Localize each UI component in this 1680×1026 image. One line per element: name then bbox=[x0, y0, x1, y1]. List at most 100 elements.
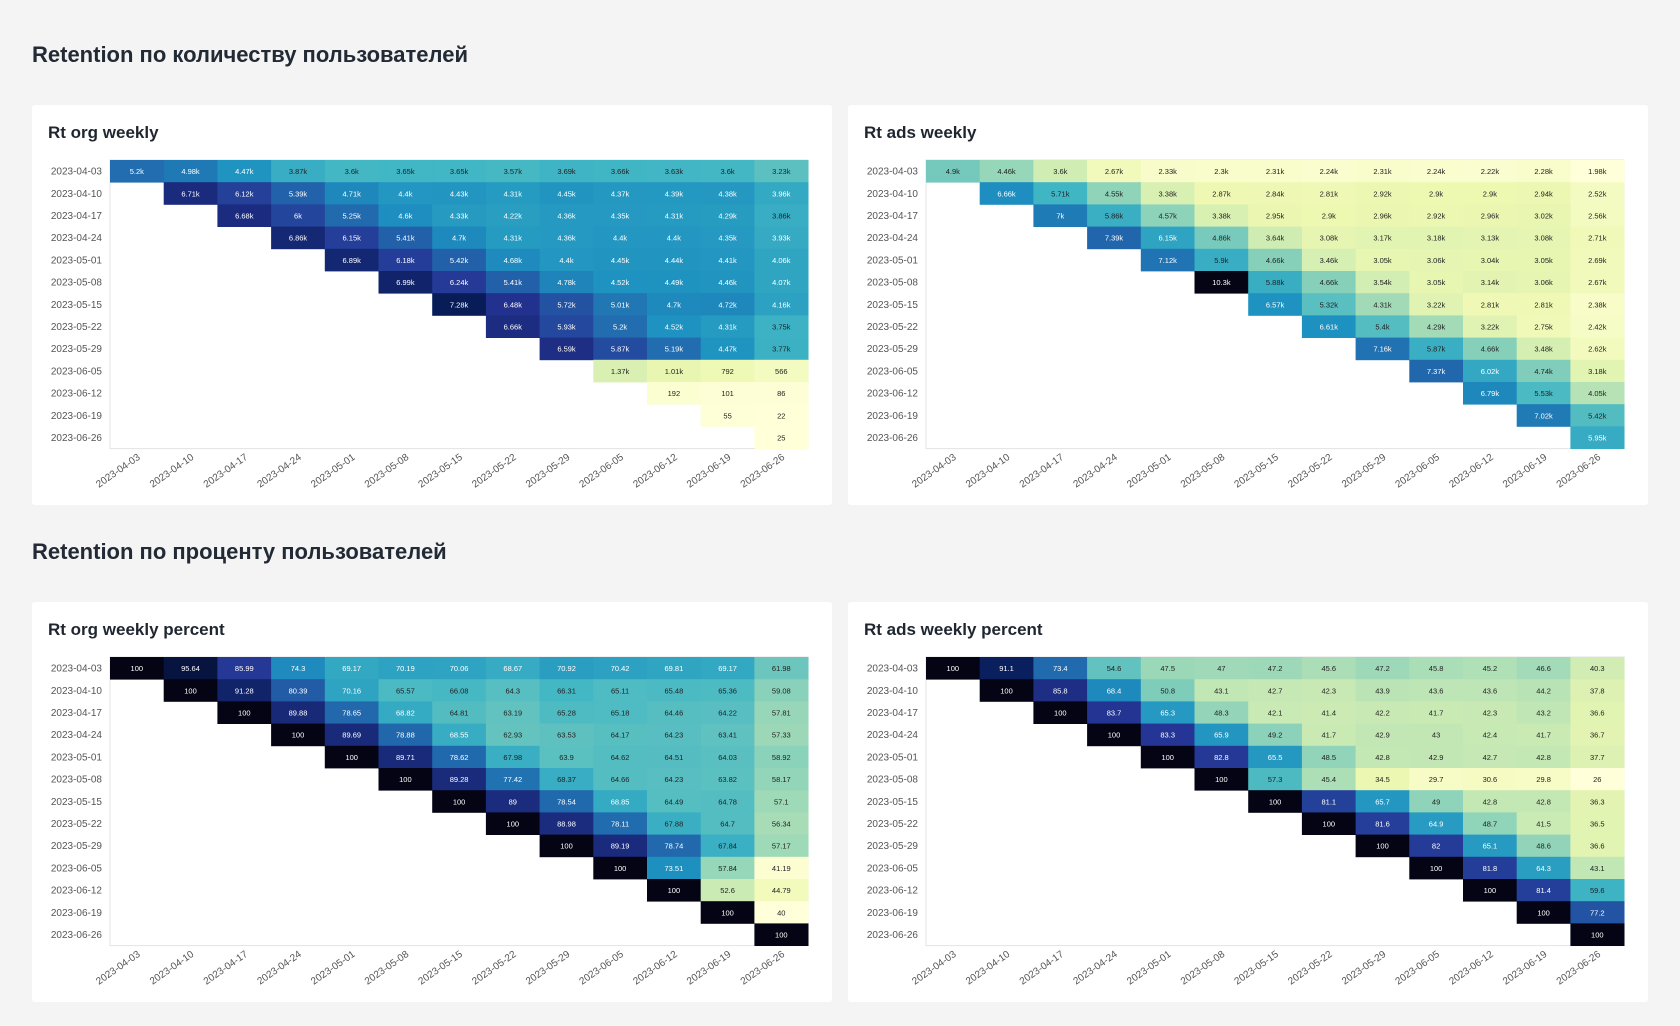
heatmap-cell[interactable] bbox=[1194, 271, 1249, 294]
heatmap-cell[interactable] bbox=[1570, 337, 1625, 361]
heatmap-cell[interactable] bbox=[593, 315, 648, 338]
heatmap-cell[interactable] bbox=[926, 160, 981, 183]
heatmap-cell[interactable] bbox=[1301, 745, 1356, 769]
heatmap-cell[interactable] bbox=[647, 204, 702, 227]
heatmap-cell[interactable] bbox=[754, 226, 809, 250]
heatmap-cell[interactable] bbox=[1516, 315, 1571, 338]
heatmap-cell[interactable] bbox=[539, 745, 594, 769]
heatmap-cell[interactable] bbox=[647, 812, 702, 835]
heatmap-cell[interactable] bbox=[1140, 679, 1195, 702]
heatmap-cell[interactable] bbox=[539, 337, 594, 361]
heatmap-cell[interactable] bbox=[432, 248, 487, 272]
heatmap-cell[interactable] bbox=[539, 293, 594, 316]
heatmap-cell[interactable] bbox=[1463, 856, 1518, 880]
heatmap-cell[interactable] bbox=[1570, 226, 1625, 250]
heatmap-cell[interactable] bbox=[539, 768, 594, 791]
heatmap-cell[interactable] bbox=[217, 182, 272, 205]
heatmap-cell[interactable] bbox=[1463, 271, 1518, 294]
heatmap-cell[interactable] bbox=[647, 745, 702, 769]
heatmap-cell[interactable] bbox=[593, 293, 648, 316]
heatmap-cell[interactable] bbox=[271, 701, 326, 724]
heatmap-cell[interactable] bbox=[1570, 834, 1625, 858]
heatmap-cell[interactable] bbox=[754, 701, 809, 724]
heatmap-cell[interactable] bbox=[432, 204, 487, 227]
heatmap-cell[interactable] bbox=[1409, 812, 1464, 835]
heatmap-org-weekly[interactable]: 5.2k 4.98k 4.47k 3.87k 3.6k 3.65k 3.65k 3.57k 3.… bbox=[32, 105, 832, 505]
heatmap-cell[interactable] bbox=[271, 204, 326, 227]
heatmap-cell[interactable] bbox=[539, 834, 594, 858]
heatmap-cell[interactable] bbox=[1248, 657, 1303, 680]
heatmap-cell[interactable] bbox=[700, 812, 755, 835]
heatmap-cell[interactable] bbox=[1570, 248, 1625, 272]
heatmap-cell[interactable] bbox=[1301, 160, 1356, 183]
heatmap-cell[interactable] bbox=[1409, 701, 1464, 724]
heatmap-cell[interactable] bbox=[539, 204, 594, 227]
heatmap-cell[interactable] bbox=[1409, 745, 1464, 769]
heatmap-cell[interactable] bbox=[593, 812, 648, 835]
heatmap-cell[interactable] bbox=[979, 679, 1034, 702]
heatmap-cell[interactable] bbox=[593, 790, 648, 813]
heatmap-cell[interactable] bbox=[1570, 745, 1625, 769]
heatmap-cell[interactable] bbox=[1355, 182, 1410, 205]
heatmap-cell[interactable] bbox=[432, 293, 487, 316]
heatmap-cell[interactable] bbox=[1570, 901, 1625, 924]
heatmap-cell[interactable] bbox=[1570, 701, 1625, 724]
heatmap-cell[interactable] bbox=[754, 856, 809, 880]
heatmap-cell[interactable] bbox=[754, 768, 809, 791]
heatmap-cell[interactable] bbox=[1516, 679, 1571, 702]
heatmap-cell[interactable] bbox=[1033, 160, 1088, 183]
heatmap-cell[interactable] bbox=[754, 182, 809, 205]
heatmap-cell[interactable] bbox=[647, 856, 702, 880]
heatmap-cell[interactable] bbox=[700, 879, 755, 902]
heatmap-cell[interactable] bbox=[485, 812, 540, 835]
heatmap-cell[interactable] bbox=[1409, 226, 1464, 250]
heatmap-cell[interactable] bbox=[217, 160, 272, 183]
heatmap-cell[interactable] bbox=[217, 204, 272, 227]
heatmap-cell[interactable] bbox=[754, 160, 809, 183]
heatmap-cell[interactable] bbox=[647, 834, 702, 858]
heatmap-cell[interactable] bbox=[754, 315, 809, 338]
heatmap-cell[interactable] bbox=[1463, 768, 1518, 791]
heatmap-cell[interactable] bbox=[539, 790, 594, 813]
heatmap-cell[interactable] bbox=[271, 226, 326, 250]
heatmap-cell[interactable] bbox=[700, 248, 755, 272]
heatmap-cell[interactable] bbox=[485, 657, 540, 680]
heatmap-cell[interactable] bbox=[1355, 834, 1410, 858]
heatmap-ads-weekly-percent[interactable]: 100 91.1 73.4 54.6 47.5 47 47.2 45.6 47.2 45.8 45.… bbox=[848, 602, 1648, 1002]
heatmap-cell[interactable] bbox=[1570, 160, 1625, 183]
heatmap-cell[interactable] bbox=[485, 768, 540, 791]
heatmap-ads-weekly[interactable]: 4.9k 4.46k 3.6k 2.67k 2.33k 2.3k 2.31k 2.24k 2.3… bbox=[848, 105, 1648, 505]
heatmap-cell[interactable] bbox=[485, 679, 540, 702]
heatmap-cell[interactable] bbox=[1516, 337, 1571, 361]
heatmap-cell[interactable] bbox=[1355, 271, 1410, 294]
heatmap-cell[interactable] bbox=[1409, 182, 1464, 205]
heatmap-cell[interactable] bbox=[539, 271, 594, 294]
heatmap-cell[interactable] bbox=[700, 679, 755, 702]
heatmap-cell[interactable] bbox=[539, 679, 594, 702]
heatmap-cell[interactable] bbox=[1087, 657, 1142, 680]
heatmap-cell[interactable] bbox=[1194, 701, 1249, 724]
heatmap-cell[interactable] bbox=[1570, 293, 1625, 316]
heatmap-cell[interactable] bbox=[1570, 315, 1625, 338]
heatmap-cell[interactable] bbox=[1087, 701, 1142, 724]
heatmap-cell[interactable] bbox=[1516, 404, 1571, 427]
heatmap-cell[interactable] bbox=[700, 271, 755, 294]
heatmap-cell[interactable] bbox=[593, 679, 648, 702]
heatmap-cell[interactable] bbox=[700, 293, 755, 316]
heatmap-cell[interactable] bbox=[485, 182, 540, 205]
heatmap-cell[interactable] bbox=[1301, 271, 1356, 294]
heatmap-cell[interactable] bbox=[593, 182, 648, 205]
heatmap-cell[interactable] bbox=[754, 404, 809, 427]
heatmap-cell[interactable] bbox=[700, 657, 755, 680]
heatmap-cell[interactable] bbox=[539, 657, 594, 680]
heatmap-cell[interactable] bbox=[754, 790, 809, 813]
heatmap-cell[interactable] bbox=[324, 723, 379, 747]
heatmap-cell[interactable] bbox=[1516, 657, 1571, 680]
heatmap-cell[interactable] bbox=[1301, 657, 1356, 680]
heatmap-cell[interactable] bbox=[1355, 701, 1410, 724]
heatmap-cell[interactable] bbox=[1087, 182, 1142, 205]
heatmap-cell[interactable] bbox=[1516, 834, 1571, 858]
heatmap-cell[interactable] bbox=[324, 657, 379, 680]
heatmap-cell[interactable] bbox=[485, 248, 540, 272]
heatmap-cell[interactable] bbox=[378, 768, 433, 791]
